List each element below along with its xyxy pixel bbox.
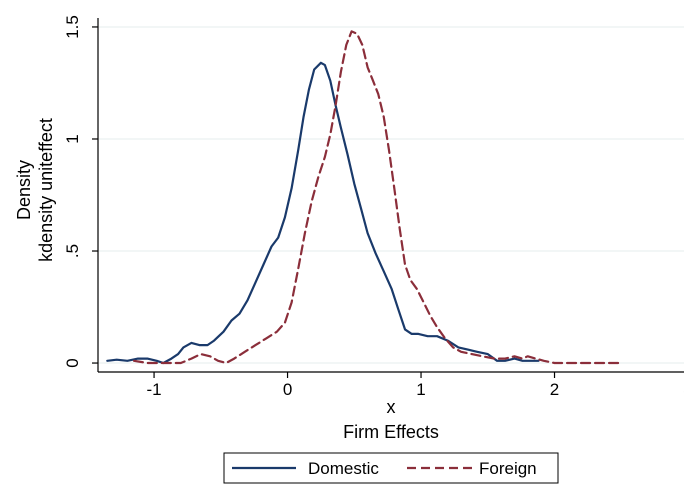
legend: Domestic Foreign <box>223 452 559 484</box>
x-tick-label-2: 1 <box>416 380 425 399</box>
plot-area <box>98 18 684 372</box>
series-line-domestic <box>106 61 540 365</box>
y-tick-label-0: 0 <box>63 358 82 367</box>
y-tick-label-1: .5 <box>63 244 82 258</box>
axis-titles: x Firm Effects Density kdensity uniteffe… <box>14 118 439 442</box>
series-line-foreign <box>132 30 623 365</box>
y-tick-label-2: 1 <box>63 134 82 143</box>
axes <box>92 18 684 378</box>
series-lines <box>106 30 623 365</box>
x-axis-title-line1: x <box>387 397 396 417</box>
x-tick-label-3: 2 <box>550 380 559 399</box>
legend-label-domestic: Domestic <box>308 459 379 478</box>
y-axis-title-line2: kdensity uniteffect <box>36 118 56 262</box>
legend-label-foreign: Foreign <box>479 459 537 478</box>
tick-labels: -101230.511.5 <box>63 15 684 399</box>
y-axis-title-line1: Density <box>14 160 34 220</box>
x-tick-label-1: 0 <box>283 380 292 399</box>
x-tick-label-0: -1 <box>147 380 162 399</box>
plot-background <box>98 18 684 372</box>
y-tick-label-3: 1.5 <box>63 15 82 39</box>
x-axis-title-line2: Firm Effects <box>343 422 439 442</box>
